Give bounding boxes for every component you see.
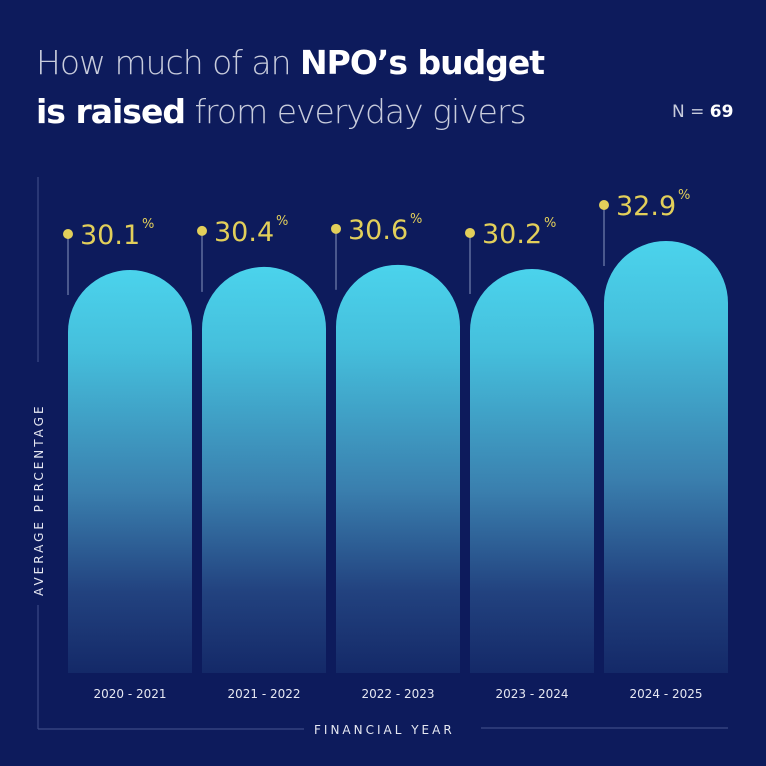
value-label: 30.4 [214,217,274,248]
percent-sign: % [410,212,422,227]
leader-dot [197,225,207,236]
bars [68,240,728,673]
title-bold-text: is raised [36,92,186,131]
axes: AVERAGE PERCENTAGE FINANCIAL YEAR [32,177,728,737]
percent-sign: % [678,188,690,203]
x-tick-label: 2023 - 2024 [495,687,568,701]
bar [470,269,594,673]
sample-size-value: 69 [709,102,734,122]
title-line-2: is raised from everyday givers [36,92,527,131]
title-bold-text: NPO’s budget [300,43,545,82]
y-axis-label: AVERAGE PERCENTAGE [32,403,46,596]
bar [604,240,728,673]
chart-title: How much of an NPO’s budget is raised fr… [36,38,545,136]
x-tick-label: 2022 - 2023 [361,687,434,701]
percent-sign: % [544,216,556,231]
leader-dot [465,227,475,238]
bar [68,270,192,673]
value-label: 32.9 [616,191,676,222]
value-label: 30.1 [80,220,140,251]
x-axis-label: FINANCIAL YEAR [314,723,455,737]
value-label: 30.6 [348,215,408,246]
value-label: 30.2 [482,219,542,250]
x-tick-labels: 2020 - 2021 2021 - 2022 2022 - 2023 2023 - … [93,687,702,701]
title-text: How much of an [36,43,301,82]
title-line-1: How much of an NPO’s budget [36,43,545,82]
sample-size-prefix: N = [672,102,710,122]
title-text: from everyday givers [184,92,526,131]
sample-size: N = 69 [672,102,733,122]
x-tick-label: 2020 - 2021 [93,687,166,701]
x-tick-label: 2021 - 2022 [227,687,300,701]
bar [336,264,460,673]
bar [202,266,326,673]
value-labels: 30.1% 30.4% 30.6% 30.2 %32.9% [63,188,690,295]
percent-sign: % [276,214,288,229]
x-tick-label: 2024 - 2025 [629,687,702,701]
leader-dot [63,229,73,239]
leader-dot [599,199,609,210]
percent-sign: % [142,217,154,232]
leader-dot [331,223,341,234]
